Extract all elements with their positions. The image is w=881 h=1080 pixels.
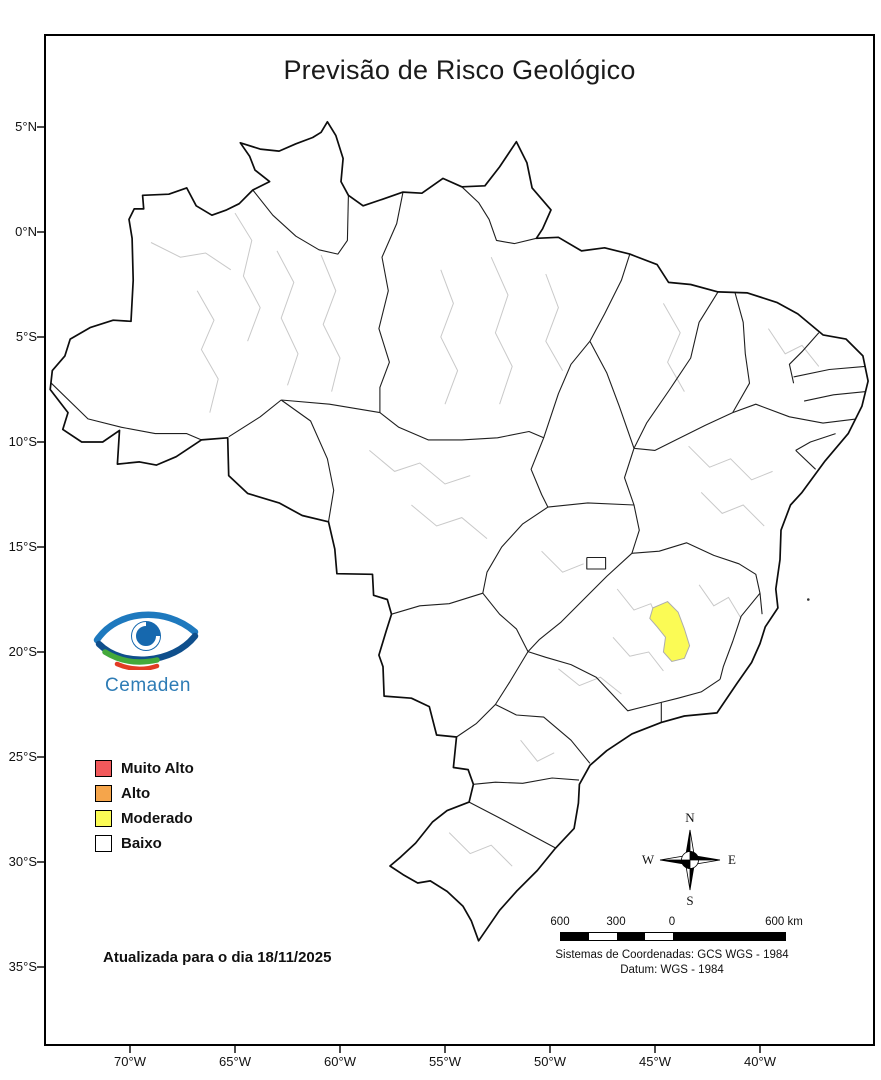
moderate-risk-area — [649, 601, 691, 663]
legend-item-moderado: Moderado — [95, 810, 194, 827]
axis-ticks — [37, 126, 761, 1053]
lon-label-40w: 40°W — [744, 1054, 776, 1069]
legend-item-baixo: Baixo — [95, 835, 194, 852]
legend-swatch-baixo — [95, 835, 112, 852]
state-borders — [50, 186, 867, 849]
datum-line: Datum: WGS - 1984 — [620, 963, 724, 976]
legend-swatch-moderado — [95, 810, 112, 827]
scale-label-0: 0 — [668, 916, 676, 928]
lon-label-70w: 70°W — [114, 1054, 146, 1069]
lon-label-55w: 55°W — [429, 1054, 461, 1069]
legend-item-muito-alto: Muito Alto — [95, 760, 194, 777]
lon-label-45w: 45°W — [639, 1054, 671, 1069]
legend-label-baixo: Baixo — [121, 835, 162, 852]
lat-label-30s: 30°S — [8, 854, 37, 869]
compass-west-label: W — [642, 852, 655, 867]
scale-label-600-left: 600 — [550, 916, 570, 928]
lat-label-15s: 15°S — [8, 539, 37, 554]
compass-rose-icon: N S W E — [642, 810, 736, 908]
legend-swatch-muito-alto — [95, 760, 112, 777]
compass-east-label: E — [728, 852, 736, 867]
offshore-island-dot — [807, 598, 810, 601]
lat-label-5s: 5°S — [15, 329, 37, 344]
risk-legend: Muito Alto Alto Moderado Baixo — [95, 760, 194, 860]
compass-north-label: N — [685, 810, 695, 825]
legend-label-moderado: Moderado — [121, 810, 193, 827]
cemaden-eye-icon — [93, 611, 199, 671]
lat-label-25s: 25°S — [8, 749, 37, 764]
lat-label-20s: 20°S — [8, 644, 37, 659]
lat-label-35s: 35°S — [8, 959, 37, 974]
brazil-outline — [49, 120, 869, 942]
map-frame — [44, 34, 875, 1046]
lon-label-65w: 65°W — [219, 1054, 251, 1069]
scale-bar: 600 300 0 600 km — [550, 916, 812, 946]
legend-label-muito-alto: Muito Alto — [121, 760, 194, 777]
legend-label-alto: Alto — [121, 785, 151, 802]
scale-bar-graphic — [560, 932, 786, 941]
brazil-landmass — [50, 121, 869, 941]
crs-line: Sistemas de Coordenadas: GCS WGS - 1984 — [555, 949, 789, 961]
lon-label-50w: 50°W — [534, 1054, 566, 1069]
scale-label-600-km: 600 km — [765, 916, 803, 928]
lat-label-0n: 0°N — [15, 224, 37, 239]
compass-south-label: S — [686, 893, 693, 908]
cemaden-logo-text: Cemaden — [105, 675, 191, 696]
legend-item-alto: Alto — [95, 785, 194, 802]
scale-label-300: 300 — [606, 916, 626, 928]
map-title: Previsão de Risco Geológico — [283, 55, 636, 85]
update-note: Atualizada para o dia 18/11/2025 — [103, 949, 332, 966]
lon-label-60w: 60°W — [324, 1054, 356, 1069]
legend-swatch-alto — [95, 785, 112, 802]
map-credits: Sistemas de Coordenadas: GCS WGS - 1984 … — [512, 948, 832, 977]
lat-label-5n: 5°N — [15, 119, 37, 134]
lat-label-10s: 10°S — [8, 434, 37, 449]
cemaden-logo: Cemaden — [86, 604, 210, 697]
